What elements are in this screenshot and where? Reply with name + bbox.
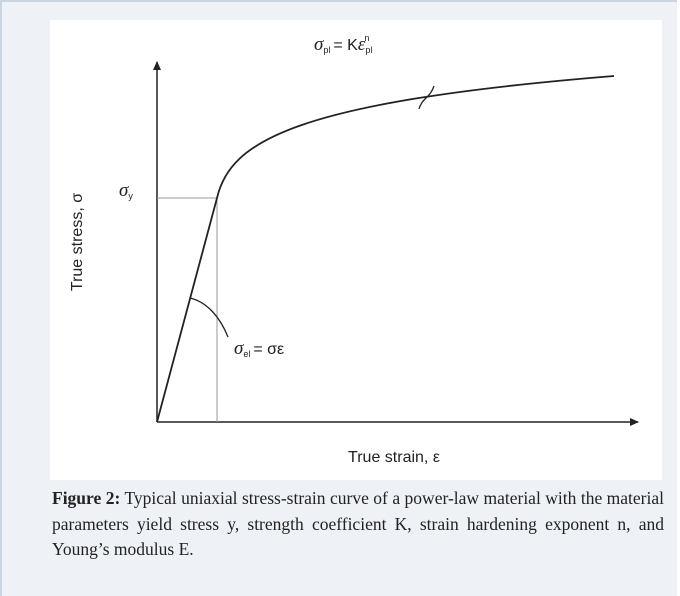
eq-part: ε: [358, 34, 366, 55]
label-part: y: [128, 191, 133, 201]
eq-part: = K: [333, 37, 358, 54]
x-axis-label: True strain, ε: [348, 449, 440, 466]
plastic-equation: σpl = Kεpln: [314, 33, 372, 55]
elastic-callout: [189, 297, 229, 338]
eq-part: el: [243, 349, 250, 359]
eq-part: σ: [234, 338, 244, 359]
caption: Figure 2: Typical uniaxial stress-strain…: [52, 486, 664, 563]
eq-part: n: [364, 33, 369, 43]
diagram: σpl = Kεpln σy σel = σε True stress, σ Tru…: [69, 33, 639, 466]
caption-text: Typical uniaxial stress-strain curve of …: [52, 488, 664, 559]
eq-part: pl: [323, 45, 330, 55]
caption-label: Figure 2:: [52, 488, 121, 508]
eq-part: = σε: [253, 341, 284, 358]
y-axis-label: True stress, σ: [69, 193, 86, 291]
plastic-callout: [418, 85, 435, 110]
elastic-line: [156, 197, 218, 423]
eq-part: pl: [365, 45, 372, 55]
plastic-curve: [216, 75, 615, 199]
figure-box: [50, 20, 662, 480]
yield-label: σy: [119, 180, 133, 201]
label-part: σ: [119, 180, 129, 201]
eq-part: σ: [314, 34, 324, 55]
elastic-equation: σel = σε: [234, 338, 284, 359]
